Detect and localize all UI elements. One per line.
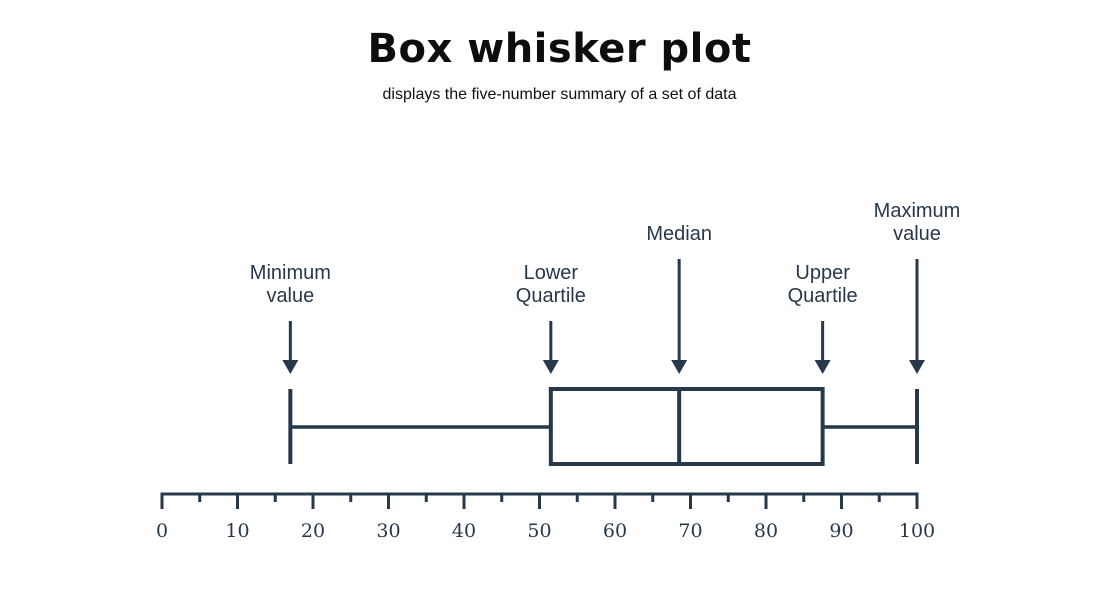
chart-subtitle: displays the five-number summary of a se… — [382, 86, 737, 103]
chart-title: Box whisker plot — [367, 26, 752, 72]
annotation-label-upper-quartile: Quartile — [788, 285, 858, 307]
tick-label: 100 — [899, 520, 935, 542]
arrow-head-minimum — [282, 360, 299, 374]
annotation-label-minimum: Minimum — [250, 262, 331, 284]
annotation-label-maximum: Maximum — [874, 200, 961, 222]
arrow-head-lower-quartile — [542, 360, 559, 374]
tick-label: 20 — [301, 520, 325, 542]
interquartile-box — [548, 387, 825, 466]
tick-label: 80 — [754, 520, 778, 542]
tick-label: 60 — [603, 520, 627, 542]
tick-label: 70 — [678, 520, 702, 542]
annotation-label-median: Median — [646, 223, 712, 245]
annotation-label-maximum: value — [893, 223, 941, 245]
arrow-head-maximum — [909, 360, 925, 374]
tick-label: 30 — [376, 520, 400, 542]
tick-label: 40 — [452, 520, 476, 542]
tick-label: 90 — [829, 520, 853, 542]
annotation-label-minimum: value — [266, 285, 314, 307]
annotation-label-lower-quartile: Quartile — [516, 285, 586, 307]
arrow-head-upper-quartile — [814, 360, 831, 374]
tick-label: 50 — [527, 520, 551, 542]
arrow-head-median — [671, 360, 688, 374]
annotation-label-upper-quartile: Upper — [795, 262, 850, 284]
annotation-label-lower-quartile: Lower — [524, 262, 579, 284]
tick-label: 10 — [225, 520, 249, 542]
tick-label: 0 — [156, 520, 168, 542]
